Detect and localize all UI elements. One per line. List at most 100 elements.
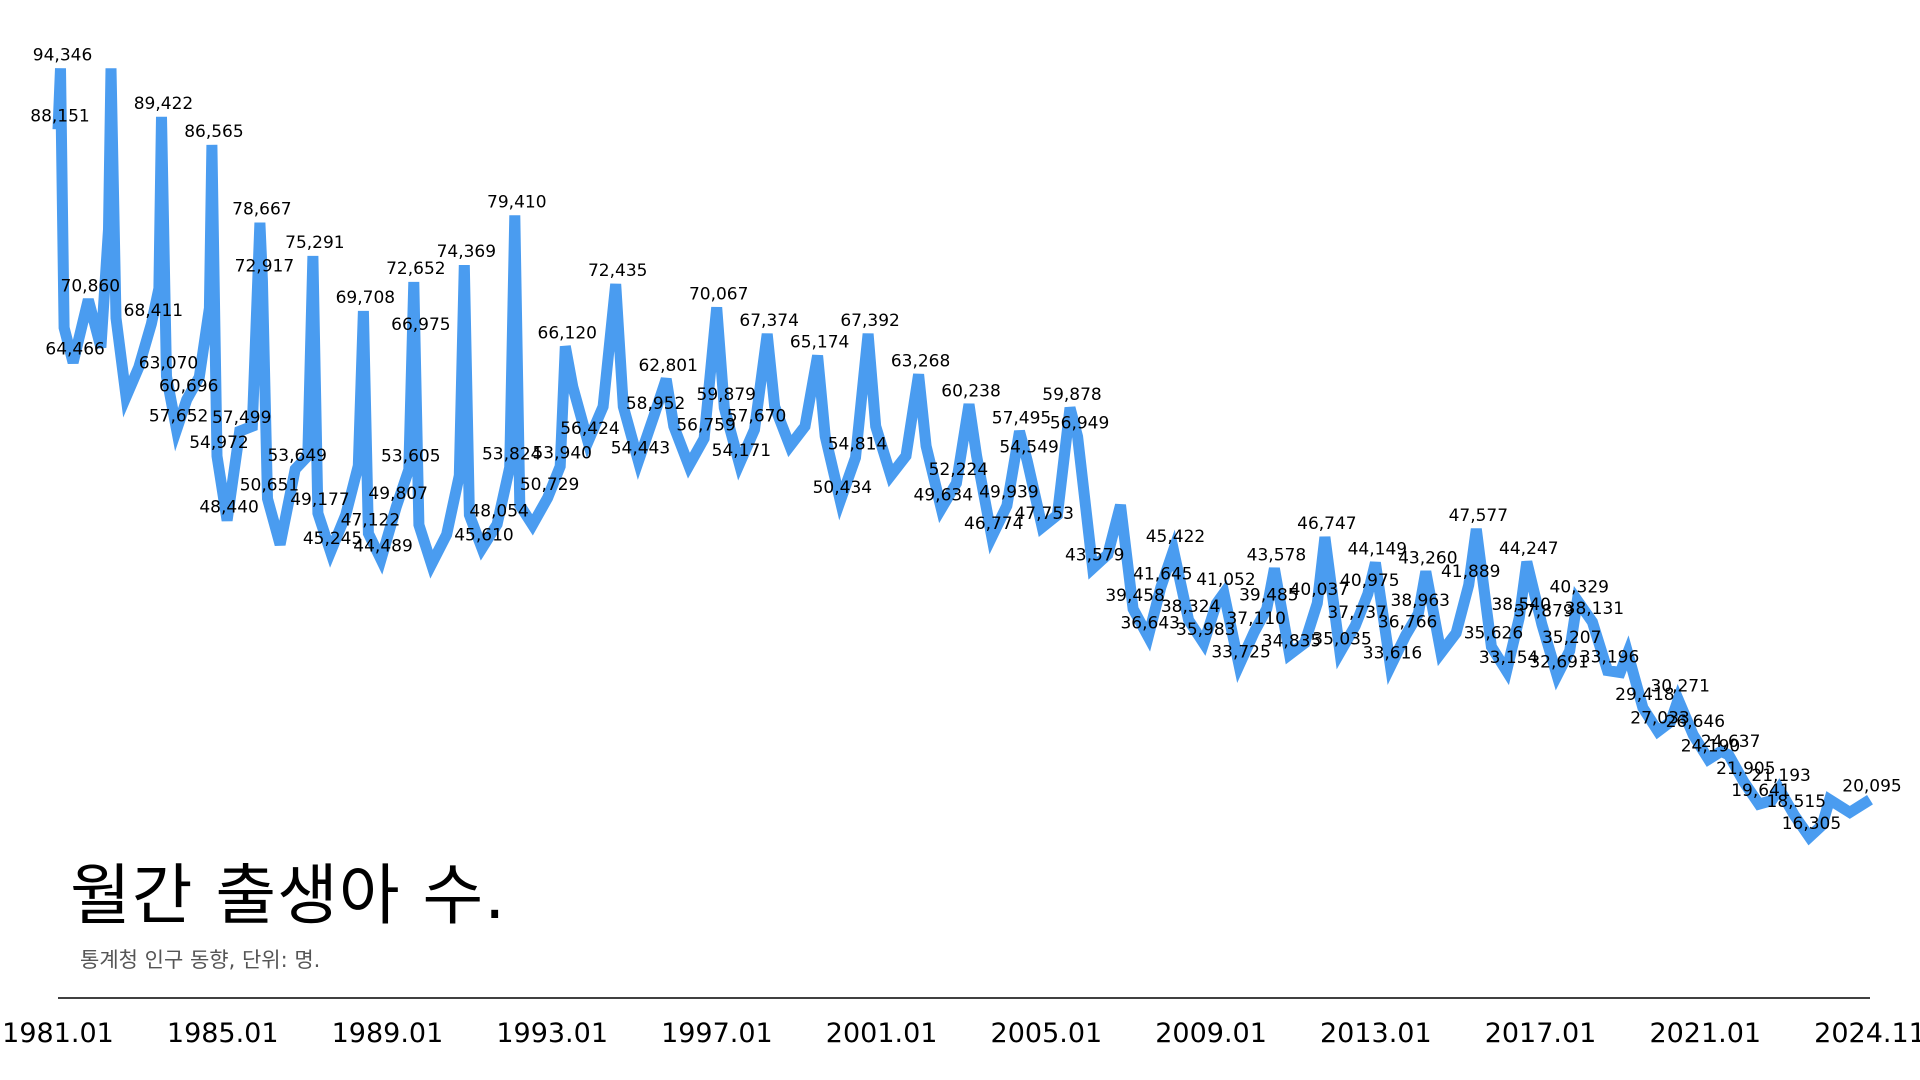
data-label: 72,917 [235,256,294,276]
data-label: 43,578 [1247,545,1306,565]
data-label: 30,271 [1650,676,1709,696]
data-label: 72,435 [588,261,647,281]
data-label: 44,247 [1499,539,1558,559]
data-label: 72,652 [386,259,445,279]
x-axis-ticks: 1981.01 1985.01 1989.01 1993.01 1997.01 2001.… [2,1018,1920,1049]
data-label: 54,443 [611,438,670,458]
x-tick-label: 1989.01 [332,1018,444,1049]
data-label: 53,940 [532,443,591,463]
data-label: 18,515 [1767,792,1826,812]
data-label: 34,835 [1262,631,1321,651]
data-label: 89,422 [134,94,193,114]
data-label: 33,154 [1479,648,1538,668]
data-label: 49,634 [914,486,973,506]
data-label: 57,652 [149,407,208,427]
x-tick-label: 2013.01 [1320,1018,1432,1049]
data-label: 21,193 [1751,766,1810,786]
data-label: 37,110 [1226,609,1285,629]
data-label: 86,565 [184,122,243,142]
data-label: 66,120 [538,323,597,343]
data-label: 60,238 [941,381,1000,401]
data-label: 20,095 [1842,777,1901,797]
data-label: 57,495 [992,408,1051,428]
data-label: 53,824 [482,444,541,464]
data-label: 64,466 [45,340,104,360]
data-label: 48,054 [469,501,528,521]
data-label: 38,963 [1391,591,1450,611]
data-label: 36,766 [1378,612,1437,632]
data-label: 54,549 [999,437,1058,457]
x-tick-label: 1981.01 [2,1018,114,1049]
data-label: 54,171 [712,441,771,461]
data-label: 56,424 [560,419,619,439]
data-label: 44,149 [1348,540,1407,560]
data-label: 53,649 [267,446,326,466]
data-label: 47,122 [341,510,400,530]
data-label: 50,651 [240,476,299,496]
data-label: 35,035 [1312,630,1371,650]
chart-title: 월간 출생아 수. [70,857,507,934]
data-label: 63,070 [139,353,198,373]
data-label: 54,972 [189,433,248,453]
data-label: 56,949 [1050,414,1109,434]
data-label: 29,418 [1615,685,1674,705]
x-tick-label: 2017.01 [1485,1018,1597,1049]
data-label: 47,577 [1449,506,1508,526]
x-tick-label: 2005.01 [991,1018,1103,1049]
data-label: 38,131 [1565,599,1624,619]
data-label: 65,174 [790,333,849,353]
data-label: 33,196 [1580,648,1639,668]
data-label: 35,626 [1464,624,1523,644]
data-label: 78,667 [232,200,291,220]
data-label: 38,540 [1491,595,1550,615]
data-label: 32,691 [1529,653,1588,673]
data-label: 50,434 [813,478,872,498]
data-label: 53,605 [381,447,440,467]
data-label: 94,346 [33,45,92,65]
data-label: 74,369 [437,242,496,262]
data-label: 35,207 [1542,628,1601,648]
data-label: 33,725 [1211,642,1270,662]
data-label: 48,440 [199,497,258,517]
data-label: 41,052 [1196,570,1255,590]
data-label: 69,708 [336,288,395,308]
data-label: 88,151 [30,106,89,126]
data-label: 46,747 [1297,514,1356,534]
data-label: 37,879 [1514,601,1573,621]
data-label: 49,939 [979,483,1038,503]
data-label: 33,616 [1363,643,1422,663]
data-label: 39,458 [1105,586,1164,606]
data-label: 39,485 [1239,586,1298,606]
data-label: 46,774 [964,514,1023,534]
data-label: 47,753 [1014,504,1073,524]
data-label: 59,879 [697,385,756,405]
data-label: 68,411 [124,301,183,321]
data-label: 70,860 [61,277,120,297]
data-label: 60,696 [159,377,218,397]
data-label: 67,392 [840,311,899,331]
data-label: 57,499 [212,408,271,428]
data-label: 43,260 [1398,548,1457,568]
data-label: 56,759 [676,416,735,436]
data-label: 57,670 [727,407,786,427]
data-label: 16,305 [1782,814,1841,834]
data-label: 41,645 [1133,564,1192,584]
data-label: 49,807 [368,484,427,504]
data-label: 19,641 [1731,781,1790,801]
data-label: 35,983 [1176,620,1235,640]
data-label: 45,422 [1146,527,1205,547]
data-label: 26,646 [1666,712,1725,732]
data-label: 45,610 [454,525,513,545]
data-label: 59,878 [1042,385,1101,405]
data-label: 24,637 [1701,732,1760,752]
data-label: 44,489 [353,536,412,556]
data-label: 63,268 [891,351,950,371]
x-tick-label: 2024.11 [1814,1018,1920,1049]
series-line [52,68,1873,846]
data-label: 62,801 [638,356,697,376]
data-label: 27,033 [1630,708,1689,728]
x-tick-label: 1985.01 [167,1018,279,1049]
data-label: 40,975 [1340,571,1399,591]
x-tick-label: 2021.01 [1649,1018,1761,1049]
